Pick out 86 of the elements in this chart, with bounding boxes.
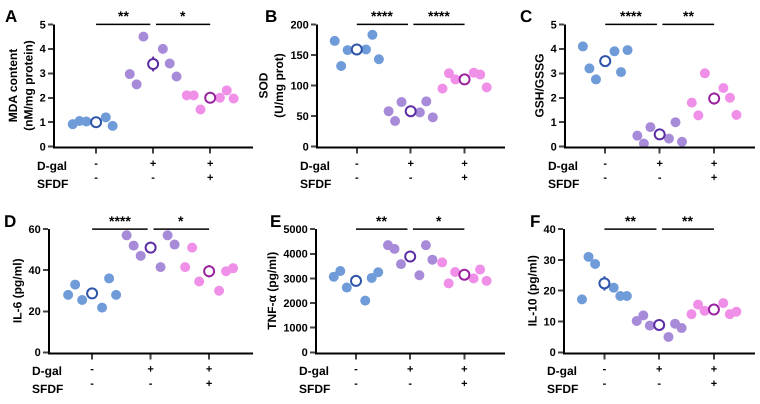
y-tick-label: 0 [302, 142, 309, 154]
x-tick-label: + - [150, 158, 156, 184]
y-axis-title: MDA content (nM/mg protein) [6, 40, 36, 131]
x-tick-label: + - [656, 158, 663, 184]
x-tick-label: + - [656, 364, 662, 390]
y-tick-label: 1 [40, 117, 46, 130]
chart-title: B [265, 7, 278, 26]
text: **** [428, 8, 450, 24]
y-tick-label: 0 [302, 347, 308, 360]
x-tick-label: + + [710, 158, 718, 184]
annotation: **** [109, 213, 132, 229]
annotation: ** [625, 213, 636, 229]
y-axis-title: IL-10 (pg/ml) [525, 255, 540, 326]
x-tick-label: + - [406, 364, 414, 390]
y-tick-label: 5 [40, 19, 46, 32]
text: ** [683, 8, 694, 24]
x-tick-label: + + [206, 364, 212, 390]
text: D-gal [299, 364, 329, 378]
x-tick-label: - - [602, 364, 607, 390]
y-tick-label: 40 [544, 224, 556, 236]
y-tick-label: 0 [550, 142, 557, 154]
y-axis-title: SOD (U/mg prot) [256, 53, 286, 118]
text: SFDF [547, 382, 578, 396]
y-axis-title: TNF-α (pg/ml) [265, 252, 280, 330]
y-tick-label: 3 [40, 68, 46, 80]
y-tick-label: 60 [28, 224, 41, 236]
text: D-gal [548, 159, 578, 173]
x-tick-label: - - [94, 158, 98, 184]
y-tick-label: 3 [550, 68, 557, 80]
text: **** [371, 8, 394, 24]
text: SFDF [300, 177, 332, 191]
y-tick-label: 4 [550, 44, 558, 56]
chart-title: E [270, 212, 282, 231]
chart-title: C [520, 7, 532, 26]
y-tick-label: 2000 [283, 298, 308, 310]
annotation: * [178, 213, 184, 229]
x-tick-label: + + [206, 158, 214, 184]
y-tick-label: 10 [544, 316, 556, 328]
y-tick-label: 50 [296, 110, 309, 123]
y-tick-label: 5000 [283, 224, 308, 236]
annotation: ** [682, 213, 694, 229]
y-tick-label: 2 [40, 92, 46, 105]
chart-title: F [530, 212, 540, 231]
x-tick-label: - - [90, 364, 94, 390]
y-axis-title: IL-6 (pg/ml) [10, 258, 24, 324]
y-tick-label: 4 [40, 44, 47, 56]
y-tick-label: 40 [28, 265, 41, 278]
y-tick-label: 20 [544, 286, 556, 298]
y-tick-label: 100 [290, 80, 309, 92]
text: **** [620, 8, 642, 24]
y-tick-label: 5 [550, 19, 557, 32]
text: SFDF [299, 382, 330, 396]
y-tick-label: 20 [28, 306, 41, 318]
text: ** [118, 8, 130, 24]
text: D-gal [32, 364, 62, 378]
y-tick-label: 3000 [283, 273, 308, 286]
x-tick-label: - - [354, 364, 358, 390]
text: SFDF [32, 382, 64, 396]
y-tick-label: 0 [40, 142, 46, 154]
chart-title: D [4, 212, 16, 231]
text: SFDF [548, 177, 580, 191]
y-tick-label: 0 [34, 347, 41, 360]
text: D-gal [300, 159, 330, 173]
x-tick-label: + + [461, 364, 468, 390]
text: D-gal [547, 364, 577, 378]
text: * [180, 8, 186, 24]
y-tick-label: 1000 [283, 322, 308, 335]
y-tick-label: 150 [290, 50, 309, 62]
y-axis-title: GSH/GSSG [532, 54, 546, 118]
y-tick-label: 4000 [283, 248, 308, 261]
chart-title: A [5, 7, 18, 26]
y-tick-label: 0 [550, 347, 556, 360]
x-tick-label: - - [354, 158, 359, 184]
x-tick-label: + + [461, 158, 468, 184]
annotation: ** [376, 213, 388, 229]
y-tick-label: 1 [550, 117, 557, 130]
x-tick-label: + - [147, 364, 154, 390]
y-tick-label: 2 [550, 92, 557, 105]
x-tick-label: - - [603, 158, 608, 184]
annotation: * [436, 213, 442, 229]
x-tick-label: + + [710, 364, 718, 390]
y-tick-label: 30 [544, 254, 556, 267]
x-tick-label: + - [407, 158, 414, 184]
y-tick-label: 200 [290, 19, 309, 32]
text: SFDF [37, 177, 68, 191]
text: D-gal [37, 159, 67, 173]
